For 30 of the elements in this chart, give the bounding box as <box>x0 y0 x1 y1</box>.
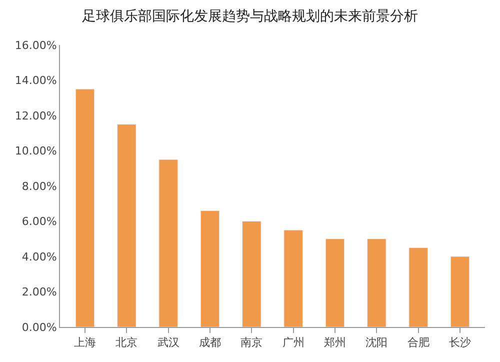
x-tick-label: 广州 <box>282 336 304 350</box>
x-tick-label: 南京 <box>240 336 263 350</box>
bar <box>117 124 136 327</box>
x-tick-label: 北京 <box>116 336 138 350</box>
y-tick-label: 4.00% <box>22 250 57 264</box>
bar <box>408 247 428 327</box>
x-tick-label: 成都 <box>199 336 221 350</box>
chart-title: 足球俱乐部国际化发展趋势与战略规划的未来前景分析 <box>82 8 418 25</box>
y-tick-label: 14.00% <box>14 74 57 88</box>
y-tick-label: 10.00% <box>14 144 57 158</box>
y-tick-label: 12.00% <box>14 109 57 122</box>
bar <box>200 210 220 327</box>
x-tick-label: 上海 <box>74 336 96 350</box>
y-tick-label: 2.00% <box>22 286 57 299</box>
x-tick-label: 郑州 <box>324 336 346 350</box>
x-tick-label: 武汉 <box>157 336 180 350</box>
x-tick-label: 沈阳 <box>366 336 388 350</box>
bar <box>367 238 386 327</box>
bar <box>242 221 262 327</box>
bar <box>75 88 95 327</box>
y-tick-label: 16.00% <box>14 38 57 52</box>
bar <box>158 159 178 327</box>
y-tick-label: 0.00% <box>22 320 57 334</box>
y-tick-label: 8.00% <box>22 180 57 193</box>
x-tick-label: 长沙 <box>449 336 471 350</box>
y-tick-label: 6.00% <box>22 215 57 228</box>
x-tick-label: 合肥 <box>407 336 430 350</box>
bar <box>284 230 303 327</box>
bar <box>450 256 470 327</box>
bar <box>325 238 345 327</box>
